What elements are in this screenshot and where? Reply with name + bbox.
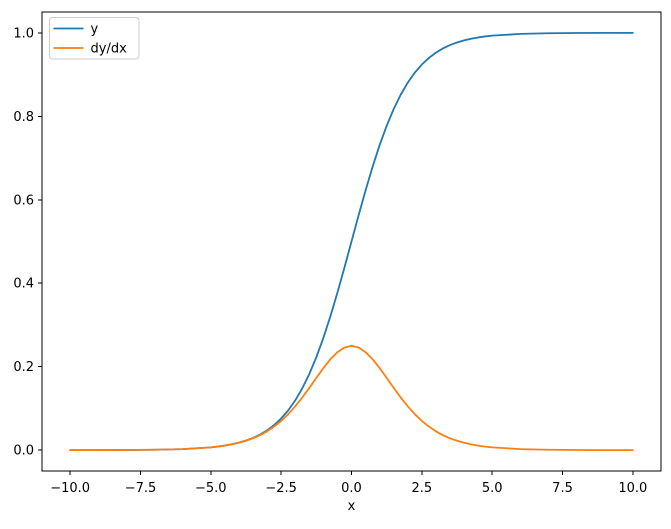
x-tick-label: −7.5 (125, 481, 157, 496)
series-line-dy-dx (69, 344, 634, 452)
legend-label: y (91, 22, 99, 37)
y-tick-label: 1.0 (13, 26, 34, 41)
x-tick-label: −2.5 (265, 481, 297, 496)
x-tick-label: −10.0 (50, 481, 90, 496)
legend-label: dy/dx (91, 42, 128, 57)
x-tick-label: −5.0 (195, 481, 227, 496)
y-tick-label: 0.0 (13, 444, 34, 459)
y-tick-label: 0.6 (13, 193, 34, 208)
series-line-y (69, 31, 634, 452)
x-tick-label: 2.5 (411, 481, 432, 496)
y-tick-label: 0.2 (13, 360, 34, 375)
x-axis-label: x (348, 499, 356, 514)
y-tick-label: 0.8 (13, 110, 34, 125)
y-tick-label: 0.4 (13, 277, 34, 292)
x-tick-label: 0.0 (341, 481, 362, 496)
x-tick-label: 5.0 (482, 481, 503, 496)
x-tick-label: 7.5 (552, 481, 573, 496)
x-tick-label: 10.0 (618, 481, 647, 496)
